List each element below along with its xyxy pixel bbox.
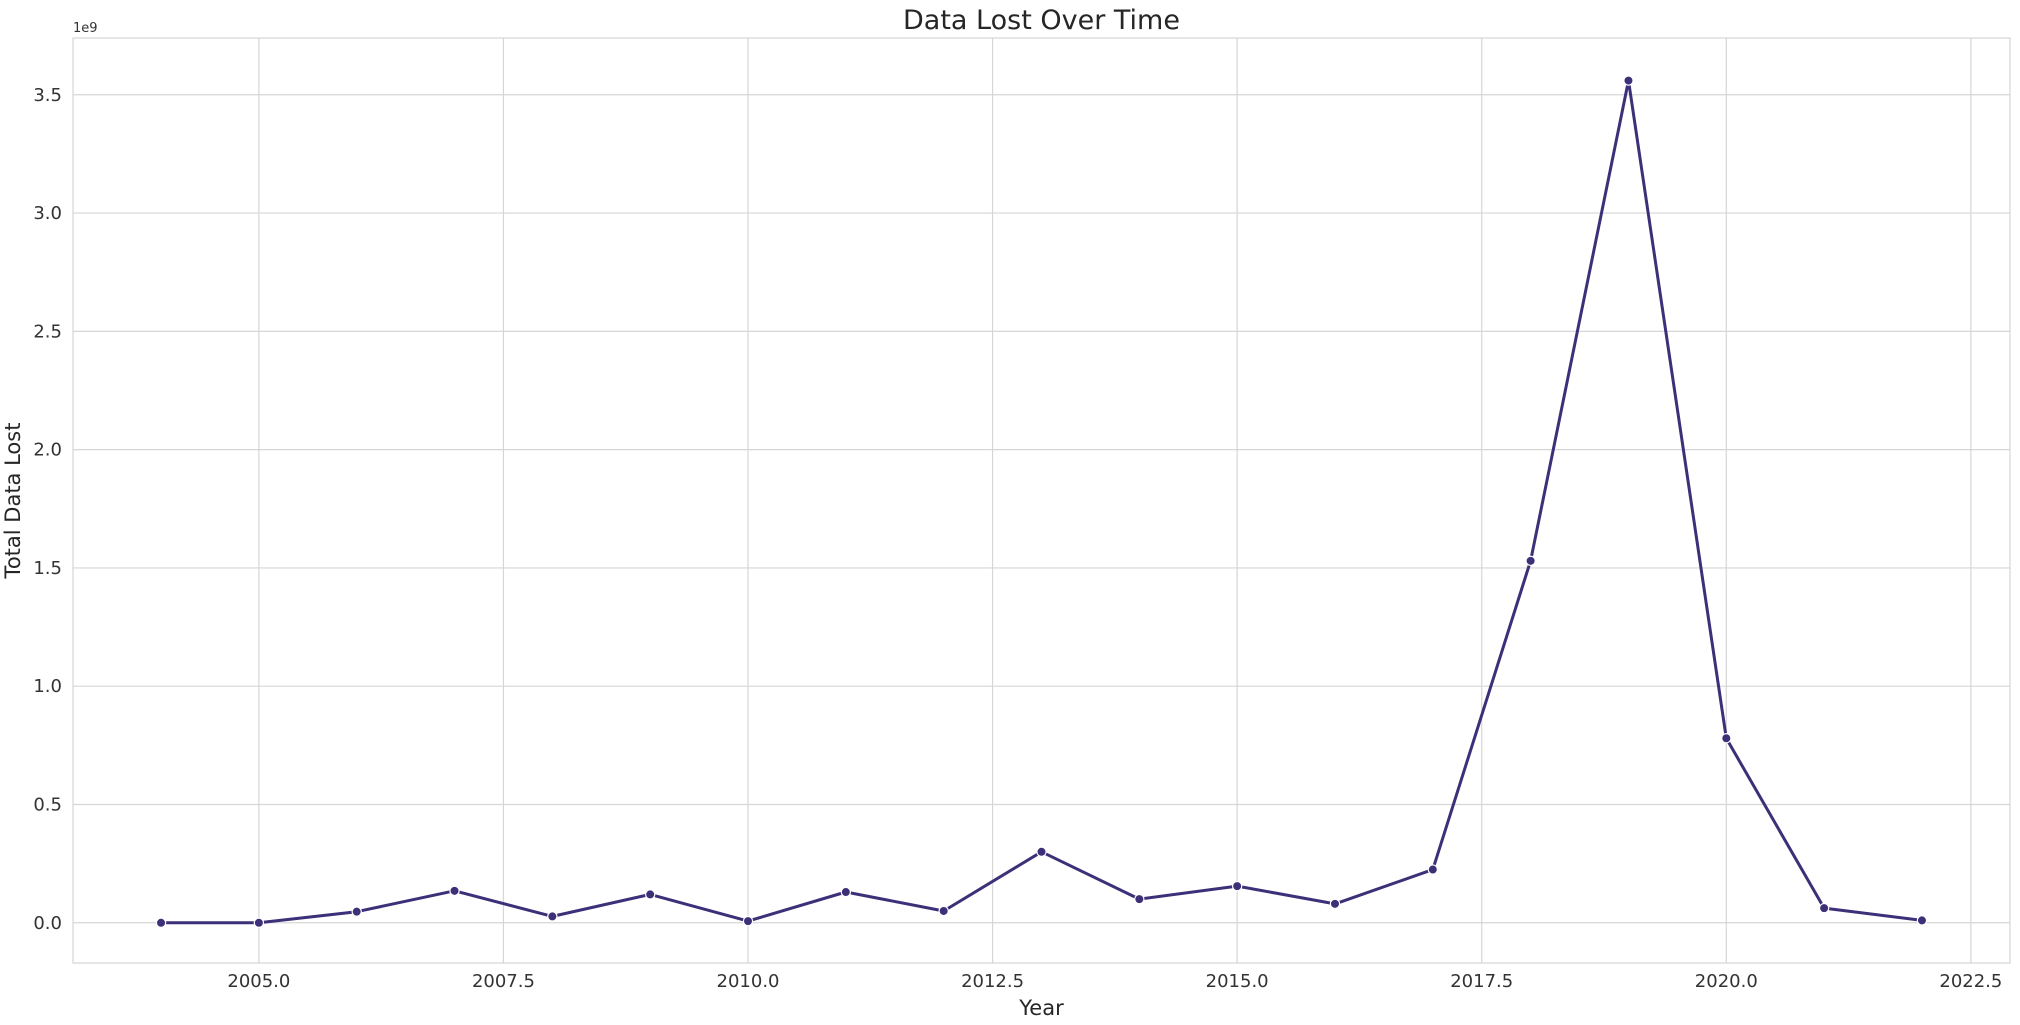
x-tick-label: 2022.5 <box>1939 971 2002 992</box>
data-point <box>938 905 949 917</box>
data-points <box>155 75 1928 928</box>
data-point <box>155 917 167 928</box>
data-point <box>1036 846 1047 858</box>
data-point <box>644 889 656 900</box>
y-tick-label: 0.0 <box>33 913 62 934</box>
data-point <box>1818 902 1830 914</box>
series-polyline <box>161 79 1923 925</box>
x-tick-label: 2017.5 <box>1450 971 1513 992</box>
x-tick-label: 2007.5 <box>472 971 535 992</box>
x-tick-label: 2020.0 <box>1695 971 1758 992</box>
data-point <box>1427 864 1439 875</box>
data-point <box>1916 915 1928 926</box>
x-tick-label: 2012.5 <box>961 971 1024 992</box>
data-point <box>449 885 460 897</box>
y-axis-offset-label: 1e9 <box>73 21 98 36</box>
y-axis-title: Total Data Lost <box>1 423 25 580</box>
series-line <box>161 79 1923 925</box>
y-tick-label: 0.5 <box>33 794 62 815</box>
data-point <box>547 911 558 922</box>
data-point <box>1231 880 1243 892</box>
chart-title: Data Lost Over Time <box>903 5 1180 36</box>
data-point <box>742 915 754 927</box>
data-point <box>1134 893 1145 905</box>
data-point <box>1525 555 1536 567</box>
data-point <box>1623 75 1634 86</box>
y-tick-label: 2.0 <box>33 440 62 461</box>
y-tick-label: 3.5 <box>33 85 62 106</box>
x-tick-labels: 2005.0 2007.5 2010.0 2012.5 2015.0 2017.5 2020… <box>227 971 2002 992</box>
data-point <box>1721 733 1732 744</box>
y-tick-label: 1.0 <box>33 676 62 697</box>
y-tick-label: 3.0 <box>33 203 62 224</box>
x-tick-label: 2015.0 <box>1206 971 1269 992</box>
plot-frame <box>72 37 2011 964</box>
x-tick-label: 2010.0 <box>717 971 780 992</box>
x-axis-title: Year <box>1018 996 1064 1020</box>
data-point <box>351 906 362 917</box>
grid-lines <box>73 38 2010 963</box>
x-tick-label: 2005.0 <box>227 971 290 992</box>
data-point <box>253 917 265 928</box>
data-point <box>1329 898 1341 910</box>
data-point <box>840 886 852 898</box>
y-tick-label: 1.5 <box>33 558 62 579</box>
y-tick-label: 2.5 <box>33 321 62 342</box>
y-tick-labels: 0.0 0.5 1.0 1.5 2.0 2.5 3.0 3.5 <box>33 85 62 934</box>
